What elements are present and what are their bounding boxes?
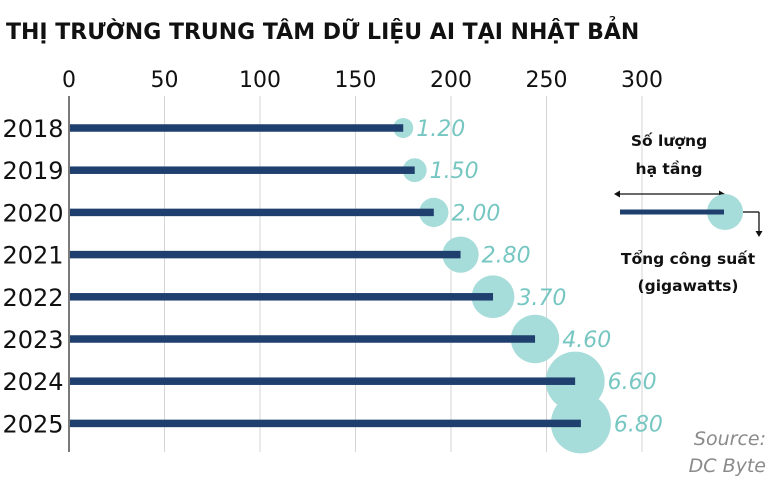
capacity-value-label: 2.00 (451, 201, 500, 226)
legend-count-label-line2: hạ tầng (636, 160, 703, 178)
year-label: 2024 (2, 368, 63, 396)
year-label: 2019 (2, 157, 63, 185)
source-value: DC Byte (689, 455, 766, 477)
count-bar (70, 419, 581, 428)
x-tick-label: 250 (526, 68, 568, 93)
legend-capacity-label-line2: (gigawatts) (638, 277, 739, 295)
capacity-value-label: 1.50 (430, 159, 479, 184)
year-label: 2022 (2, 284, 63, 312)
x-tick-label: 100 (239, 68, 281, 93)
gridlines (164, 96, 643, 452)
x-tick-label: 0 (62, 68, 76, 93)
capacity-bubbles (393, 118, 611, 454)
count-bar (70, 208, 434, 217)
year-label: 2021 (2, 242, 63, 270)
count-bars (70, 124, 581, 428)
legend-count-bar (620, 209, 724, 215)
year-label: 2020 (2, 199, 63, 227)
legend-capacity-label-line1: Tổng công suất (621, 249, 756, 268)
count-bar (70, 250, 461, 259)
chart-title: THỊ TRƯỜNG TRUNG TÂM DỮ LIỆU AI TẠI NHẬT… (6, 17, 639, 45)
x-tick-label: 50 (151, 68, 179, 93)
capacity-value-label: 1.20 (416, 117, 465, 142)
year-label: 2018 (2, 115, 63, 143)
capacity-value-label: 6.60 (608, 370, 657, 395)
capacity-value-labels: 1.20 1.50 2.00 2.80 3.70 4.60 6.60 6.80 (416, 117, 663, 437)
count-bar (70, 124, 404, 132)
legend-count-label-line1: Số lượng (631, 131, 707, 150)
legend-arrow-down-icon (755, 231, 763, 237)
count-bar (70, 166, 415, 174)
legend-capacity-bubble (707, 194, 743, 230)
legend: Số lượng hạ tầng Tổng công suất (gigawat… (614, 131, 763, 295)
capacity-value-label: 6.80 (614, 412, 663, 437)
x-tick-label: 200 (430, 68, 472, 93)
x-axis-ticks: 0 50 100 150 200 250 300 (62, 68, 663, 93)
x-tick-label: 150 (335, 68, 377, 93)
legend-arrow-left-icon (614, 190, 620, 198)
year-labels: 2018 2019 2020 2021 2022 2023 2024 2025 (2, 115, 63, 438)
capacity-value-label: 3.70 (517, 286, 566, 311)
year-label: 2025 (2, 410, 63, 438)
capacity-value-label: 4.60 (562, 328, 611, 353)
count-bar (70, 377, 576, 385)
source-label: Source: (694, 428, 766, 450)
year-label: 2023 (2, 326, 63, 354)
count-bar (70, 293, 494, 301)
capacity-value-label: 2.80 (482, 244, 531, 269)
count-bar (70, 335, 536, 343)
x-tick-label: 300 (621, 68, 663, 93)
